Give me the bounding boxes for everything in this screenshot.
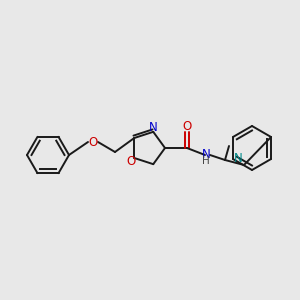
Text: N: N	[202, 148, 210, 160]
Text: O: O	[127, 155, 136, 169]
Text: H: H	[202, 156, 210, 166]
Text: O: O	[88, 136, 98, 148]
Text: N: N	[234, 152, 242, 166]
Text: O: O	[182, 119, 192, 133]
Text: N: N	[149, 121, 158, 134]
